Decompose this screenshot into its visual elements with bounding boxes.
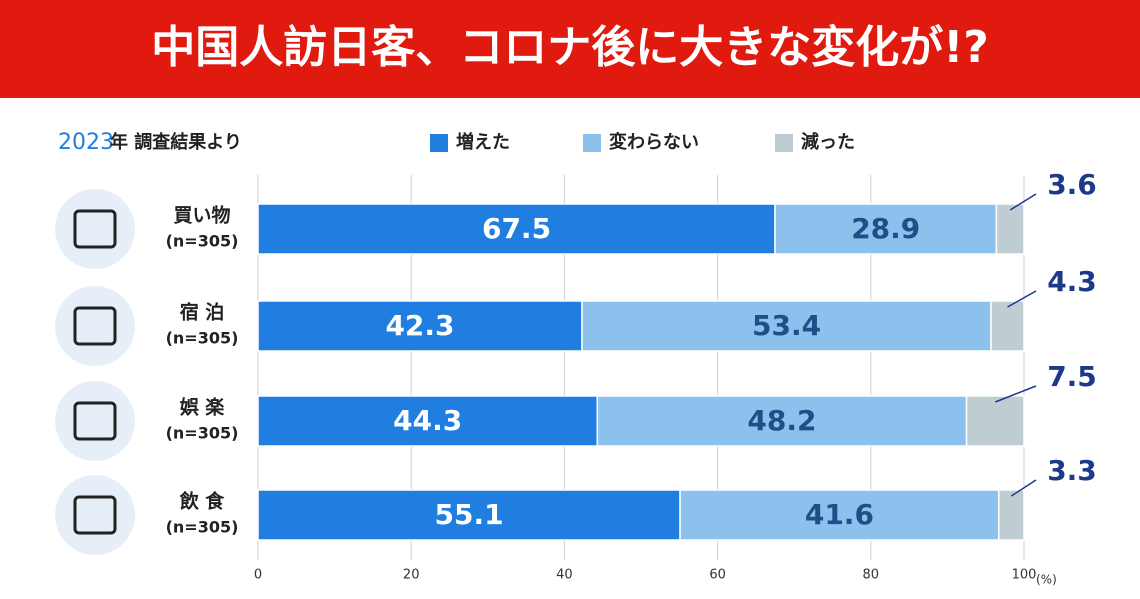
bar-segment	[596, 395, 968, 447]
header-band	[0, 0, 1140, 98]
bar-segment	[581, 300, 992, 352]
category-label: 買い物	[173, 204, 230, 227]
value-label: 67.5	[482, 212, 551, 245]
legend-swatch	[775, 134, 793, 152]
subtitle: 年 調査結果より	[110, 131, 242, 153]
category-icon-glyph	[73, 209, 117, 249]
category-icon-glyph	[73, 401, 117, 441]
category-icon-glyph	[73, 306, 117, 346]
sample-size: (n=305)	[166, 232, 239, 251]
leader-line	[1007, 290, 1037, 308]
category-icon	[55, 475, 135, 555]
category-icon	[55, 381, 135, 461]
bar-segment	[257, 300, 583, 352]
x-tick-label: 80	[863, 568, 880, 583]
category-icon-glyph	[73, 495, 117, 535]
value-label: 44.3	[393, 404, 462, 437]
sample-size: (n=305)	[166, 518, 239, 537]
x-tick-label: 40	[556, 568, 573, 583]
value-label: 3.6	[1047, 168, 1097, 201]
value-label: 4.3	[1047, 265, 1097, 298]
category-icon	[55, 189, 135, 269]
bar-segment	[995, 203, 1025, 255]
legend-label: 減った	[801, 131, 855, 153]
legend-label: 増えた	[456, 131, 510, 153]
bar-segment	[257, 395, 599, 447]
x-tick-label: 20	[403, 568, 420, 583]
value-label: 55.1	[434, 498, 503, 531]
sample-size: (n=305)	[166, 329, 239, 348]
legend-label: 変わらない	[609, 131, 699, 153]
category-label: 娯 楽	[180, 396, 226, 419]
x-tick-label: 100	[1012, 568, 1037, 583]
value-label: 48.2	[747, 404, 816, 437]
chart-title: 中国人訪日客、コロナ後に大きな変化が!?	[151, 22, 989, 73]
leader-line	[995, 385, 1037, 403]
leader-line	[1009, 193, 1037, 211]
value-label: 3.3	[1047, 454, 1097, 487]
category-icon	[55, 286, 135, 366]
bar-segment	[990, 300, 1025, 352]
subtitle-year: 2023	[58, 130, 114, 155]
value-label: 53.4	[752, 309, 821, 342]
legend-swatch	[430, 134, 448, 152]
value-label: 28.9	[851, 212, 920, 245]
sample-size: (n=305)	[166, 424, 239, 443]
leader-line	[1010, 479, 1037, 497]
x-unit: (%)	[1036, 573, 1057, 587]
value-label: 7.5	[1047, 360, 1097, 393]
x-tick-label: 0	[254, 568, 262, 583]
bar-segment	[965, 395, 1025, 447]
bar-segment	[997, 489, 1025, 541]
category-label: 宿 泊	[180, 301, 225, 324]
category-label: 飲 食	[179, 490, 226, 513]
legend-swatch	[583, 134, 601, 152]
value-label: 41.6	[805, 498, 874, 531]
value-label: 42.3	[385, 309, 454, 342]
x-tick-label: 60	[709, 568, 726, 583]
bar-segment	[679, 489, 1000, 541]
